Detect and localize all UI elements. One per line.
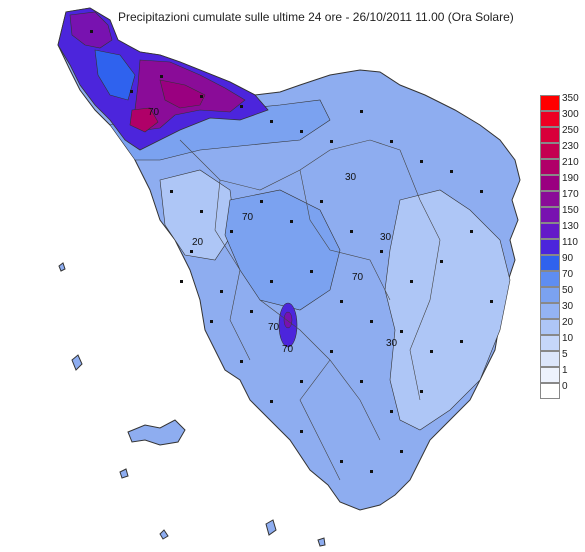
region-light-east	[384, 189, 511, 431]
legend-swatch	[540, 111, 560, 127]
region-light-west	[159, 169, 236, 261]
legend-item: 150	[540, 205, 584, 223]
legend-swatch	[540, 159, 560, 175]
legend-label: 170	[562, 189, 579, 200]
island-montecristo	[159, 529, 169, 540]
legend-swatch	[540, 383, 560, 399]
region-coast-90	[94, 49, 136, 101]
legend-swatch	[540, 239, 560, 255]
island-giannutri	[317, 537, 326, 547]
legend-label: 130	[562, 221, 579, 232]
legend-label: 20	[562, 317, 574, 328]
legend-item: 230	[540, 141, 584, 159]
legend-label: 210	[562, 157, 579, 168]
legend-item: 10	[540, 333, 584, 351]
legend-item: 0	[540, 381, 584, 399]
contour-label: 20	[192, 237, 204, 248]
station-markers	[90, 30, 493, 473]
legend-item: 30	[540, 301, 584, 319]
legend-item: 50	[540, 285, 584, 303]
legend-swatch	[540, 255, 560, 271]
region-nw-190	[159, 79, 206, 109]
spot-high-south-core	[283, 311, 293, 329]
legend-item: 110	[540, 237, 584, 255]
legend-label: 30	[562, 301, 574, 312]
legend-swatch	[540, 143, 560, 159]
island-capraia	[71, 354, 83, 371]
island-gorgona	[58, 262, 66, 272]
region-center-70	[224, 189, 341, 311]
island-giglio	[265, 519, 277, 536]
legend-swatch	[540, 207, 560, 223]
map-title: Precipitazioni cumulate sulle ultime 24 …	[118, 10, 514, 24]
legend-label: 150	[562, 205, 579, 216]
legend-label: 1	[562, 365, 568, 376]
legend-item: 170	[540, 189, 584, 207]
legend-item: 300	[540, 109, 584, 127]
legend-label: 110	[562, 237, 578, 248]
legend-label: 250	[562, 125, 579, 136]
legend-swatch	[540, 319, 560, 335]
legend-swatch	[540, 95, 560, 111]
contour-label: 70	[282, 344, 294, 355]
legend-item: 350	[540, 93, 584, 111]
legend-label: 300	[562, 109, 579, 120]
legend-item: 210	[540, 157, 584, 175]
contour-label: 70	[268, 322, 280, 333]
legend-swatch	[540, 351, 560, 367]
legend-swatch	[540, 303, 560, 319]
legend-label: 230	[562, 141, 579, 152]
island-elba	[127, 419, 186, 446]
legend-item: 1	[540, 365, 584, 383]
legend: 350 300 250 230 210 190 170 150 130 110 90 70 50 30 20…	[540, 93, 584, 399]
legend-swatch	[540, 271, 560, 287]
legend-swatch	[540, 175, 560, 191]
contour-label: 70	[148, 107, 160, 118]
legend-item: 250	[540, 125, 584, 143]
legend-label: 0	[562, 381, 568, 392]
legend-label: 70	[562, 269, 574, 280]
legend-label: 10	[562, 333, 574, 344]
contour-label: 30	[380, 232, 392, 243]
legend-swatch	[540, 223, 560, 239]
contour-label: 30	[345, 172, 357, 183]
legend-label: 50	[562, 285, 574, 296]
legend-swatch	[540, 127, 560, 143]
contour-label: 30	[386, 338, 398, 349]
legend-label: 90	[562, 253, 574, 264]
legend-swatch	[540, 335, 560, 351]
legend-item: 90	[540, 253, 584, 271]
legend-item: 130	[540, 221, 584, 239]
contour-label: 70	[242, 212, 254, 223]
island-pianosa	[119, 468, 129, 479]
legend-item: 190	[540, 173, 584, 191]
legend-item: 5	[540, 349, 584, 367]
region-nw-210	[129, 107, 159, 133]
legend-swatch	[540, 191, 560, 207]
legend-swatch	[540, 287, 560, 303]
legend-label: 350	[562, 93, 579, 104]
legend-label: 190	[562, 173, 579, 184]
legend-item: 70	[540, 269, 584, 287]
legend-swatch	[540, 367, 560, 383]
contour-label: 70	[352, 272, 364, 283]
legend-item: 20	[540, 317, 584, 335]
legend-label: 5	[562, 349, 568, 360]
